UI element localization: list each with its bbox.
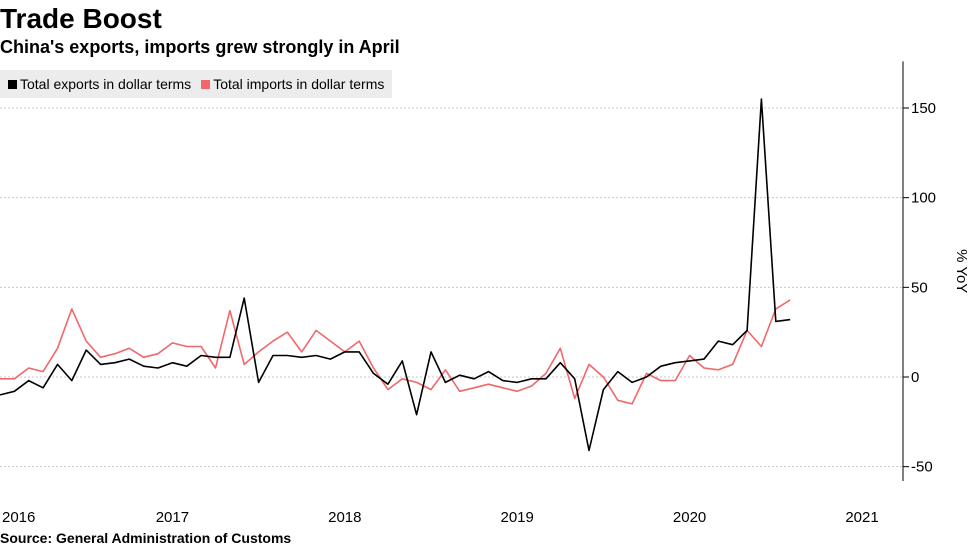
x-tick-label: 2016 — [2, 509, 35, 526]
legend-item-exports: Total exports in dollar terms — [8, 76, 191, 92]
legend-label-imports: Total imports in dollar terms — [213, 76, 385, 92]
y-tick-label: 150 — [911, 100, 936, 117]
y-tick-label: 0 — [911, 369, 919, 386]
series-line-imports — [0, 299, 791, 405]
y-tick-label: -50 — [911, 459, 933, 476]
y-tick-label: 50 — [911, 279, 928, 296]
y-tick-label: 100 — [911, 190, 936, 207]
legend: Total exports in dollar terms Total impo… — [0, 70, 393, 98]
legend-item-imports: Total imports in dollar terms — [201, 76, 384, 92]
legend-label-exports: Total exports in dollar terms — [20, 76, 192, 92]
x-tick-label: 2021 — [845, 509, 878, 526]
x-tick-label: 2017 — [156, 509, 189, 526]
source-note: Source: General Administration of Custom… — [0, 530, 292, 546]
chart-title: Trade Boost — [0, 3, 162, 34]
legend-swatch-exports — [8, 79, 17, 89]
chart-subtitle: China's exports, imports grew strongly i… — [0, 37, 400, 57]
x-tick-label: 2018 — [328, 509, 361, 526]
y-axis-label: % YoY — [953, 249, 970, 293]
x-tick-label: 2020 — [673, 509, 706, 526]
legend-swatch-imports — [201, 79, 211, 89]
series-line-exports — [0, 98, 791, 452]
x-tick-label: 2019 — [501, 509, 534, 526]
